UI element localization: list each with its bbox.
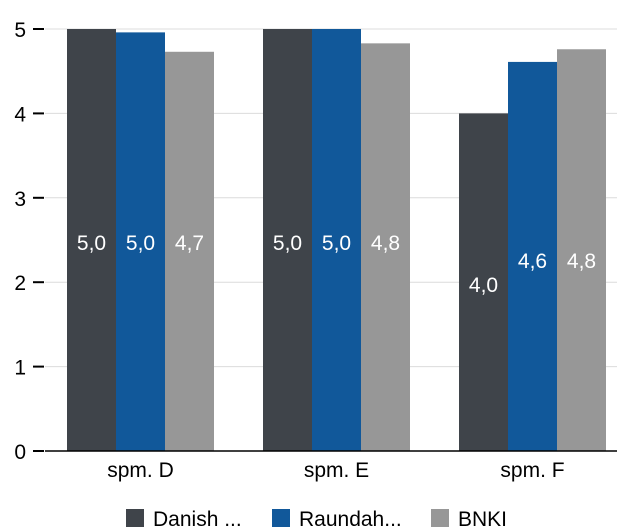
data-label-0-0: 5,0 xyxy=(77,232,106,255)
legend-item-1[interactable]: Raundah... xyxy=(272,508,402,529)
bar-0-0[interactable] xyxy=(67,29,116,451)
data-label-1-2: 4,6 xyxy=(518,250,547,273)
y-tick-label: 1 xyxy=(14,357,26,380)
legend-swatch xyxy=(126,509,144,527)
data-label-0-2: 4,0 xyxy=(469,274,498,297)
y-tick-label: 0 xyxy=(14,441,26,464)
data-label-1-1: 5,0 xyxy=(322,232,351,255)
bar-0-1[interactable] xyxy=(263,29,312,451)
x-category-label: spm. F xyxy=(500,459,564,482)
bar-1-0[interactable] xyxy=(116,32,165,451)
y-tick-label: 2 xyxy=(14,272,26,295)
y-tick-label: 4 xyxy=(14,103,26,126)
legend-item-0[interactable]: Danish ... xyxy=(126,508,242,529)
data-labels: 5,0 5,0 4,0 5,0 5,0 4,6 4,7 4,8 4,8 xyxy=(77,232,596,297)
legend-label: BNKI xyxy=(458,508,507,529)
x-category-label: spm. D xyxy=(107,459,174,482)
bar-1-1[interactable] xyxy=(312,29,361,451)
data-label-2-2: 4,8 xyxy=(567,250,596,273)
axes: 0 1 2 3 4 5 spm. D spm. E spm. F xyxy=(14,19,617,482)
y-tick-label: 3 xyxy=(14,188,26,211)
bar-1-2[interactable] xyxy=(508,61,557,451)
bars xyxy=(67,29,606,452)
bar-2-1[interactable] xyxy=(361,43,410,452)
bar-2-0[interactable] xyxy=(165,51,214,452)
y-tick-label: 5 xyxy=(14,19,26,42)
legend-label: Raundah... xyxy=(299,508,402,529)
bar-0-2[interactable] xyxy=(459,113,508,452)
data-label-2-1: 4,8 xyxy=(371,232,400,255)
data-label-1-0: 5,0 xyxy=(126,232,155,255)
legend-label: Danish ... xyxy=(153,508,242,529)
legend-swatch xyxy=(431,509,449,527)
legend-swatch xyxy=(272,509,290,527)
bar-2-2[interactable] xyxy=(557,49,606,451)
data-label-2-0: 4,7 xyxy=(175,232,204,255)
legend-item-2[interactable]: BNKI xyxy=(431,508,507,529)
x-category-label: spm. E xyxy=(304,459,369,482)
legend[interactable]: Danish ... Raundah... BNKI xyxy=(126,508,507,529)
data-label-0-1: 5,0 xyxy=(273,232,302,255)
